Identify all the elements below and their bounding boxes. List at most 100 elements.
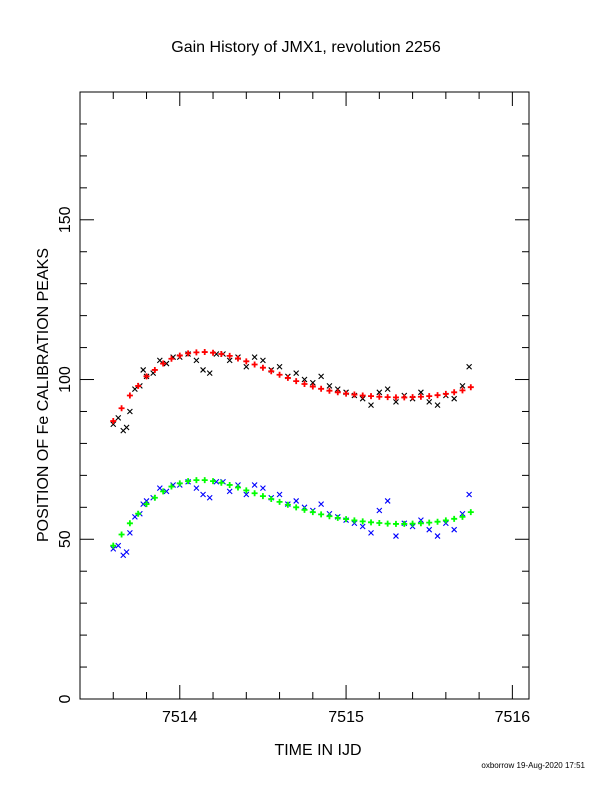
data-point xyxy=(243,491,250,498)
data-point xyxy=(276,363,283,370)
data-point xyxy=(401,520,408,527)
data-point xyxy=(326,383,333,389)
data-point xyxy=(268,496,275,503)
data-point xyxy=(251,490,258,497)
data-point xyxy=(213,478,220,485)
data-point xyxy=(193,357,200,364)
data-point xyxy=(193,485,200,492)
data-point xyxy=(368,393,375,400)
data-point xyxy=(451,389,458,396)
y-tick-label: 50 xyxy=(57,530,74,548)
data-point xyxy=(176,352,183,359)
data-point xyxy=(193,349,200,356)
data-point xyxy=(206,494,213,501)
y-tick-label: 0 xyxy=(57,694,74,703)
x-tick-label: 7514 xyxy=(162,709,198,726)
data-point xyxy=(376,507,383,514)
data-point xyxy=(376,393,383,400)
data-point xyxy=(359,395,366,402)
data-point xyxy=(426,526,433,533)
data-point xyxy=(126,520,133,527)
data-point xyxy=(334,514,341,521)
plot-frame xyxy=(79,91,530,700)
data-point xyxy=(434,402,441,408)
series-1 xyxy=(110,349,474,425)
data-points xyxy=(110,349,474,559)
data-point xyxy=(409,520,416,527)
data-point xyxy=(384,394,391,401)
data-point xyxy=(359,523,366,530)
data-point xyxy=(185,350,192,357)
data-point xyxy=(123,424,130,431)
data-point xyxy=(284,374,291,381)
data-point xyxy=(156,357,163,364)
data-point xyxy=(334,386,341,392)
data-point xyxy=(466,491,473,498)
axis-ticks xyxy=(79,91,529,700)
data-point xyxy=(110,418,117,425)
data-point xyxy=(143,501,150,508)
data-point xyxy=(268,368,275,375)
data-point xyxy=(434,533,441,539)
y-axis-label: POSITION OF Fe CALIBRATION PEAKS xyxy=(35,248,52,542)
data-point xyxy=(135,382,142,389)
data-point xyxy=(201,349,208,356)
data-point xyxy=(200,491,206,498)
data-point xyxy=(384,386,391,392)
data-point xyxy=(110,421,117,428)
data-point xyxy=(251,361,258,368)
data-point xyxy=(359,518,366,525)
data-point xyxy=(168,355,175,362)
x-tick-label: 7515 xyxy=(328,709,364,726)
data-point xyxy=(301,506,308,513)
data-point xyxy=(326,513,333,520)
data-point xyxy=(234,484,241,491)
data-point xyxy=(376,389,383,396)
data-point xyxy=(426,399,433,405)
data-point xyxy=(467,509,474,516)
data-point xyxy=(140,367,147,373)
data-point xyxy=(459,383,466,389)
data-point xyxy=(434,518,441,525)
data-point xyxy=(210,349,217,356)
data-point xyxy=(318,373,325,380)
data-point xyxy=(451,395,458,402)
data-point xyxy=(368,402,374,408)
data-point xyxy=(309,379,316,386)
data-point xyxy=(309,383,316,390)
data-point xyxy=(243,363,250,370)
data-point xyxy=(293,498,300,504)
y-tick-label: 150 xyxy=(57,206,74,233)
data-point xyxy=(293,504,300,511)
data-point xyxy=(351,391,358,398)
data-point xyxy=(185,478,192,485)
data-point xyxy=(118,405,125,412)
data-point xyxy=(200,367,206,373)
y-tick-label: 100 xyxy=(57,366,74,393)
data-point xyxy=(243,358,250,365)
data-point xyxy=(118,531,125,538)
data-point xyxy=(459,510,466,517)
data-point xyxy=(384,498,391,504)
axis-tick-labels: 0 50 100 150 7514 7515 7516 xyxy=(57,206,530,726)
data-point xyxy=(218,479,225,486)
data-point xyxy=(426,519,433,526)
data-point xyxy=(393,399,399,405)
chart-title: Gain History of JMX1, revolution 2256 xyxy=(171,39,441,56)
data-point xyxy=(417,520,424,527)
data-point xyxy=(459,387,466,394)
data-point xyxy=(359,392,366,399)
data-point xyxy=(368,519,375,526)
data-point xyxy=(459,513,466,520)
data-point xyxy=(343,516,350,523)
data-point xyxy=(442,517,449,524)
data-point xyxy=(260,357,266,364)
data-point xyxy=(226,357,233,364)
data-point xyxy=(318,511,325,518)
data-point xyxy=(176,480,183,487)
data-point xyxy=(243,487,250,494)
data-point xyxy=(434,392,441,399)
data-point xyxy=(392,394,399,401)
data-point xyxy=(143,373,150,380)
